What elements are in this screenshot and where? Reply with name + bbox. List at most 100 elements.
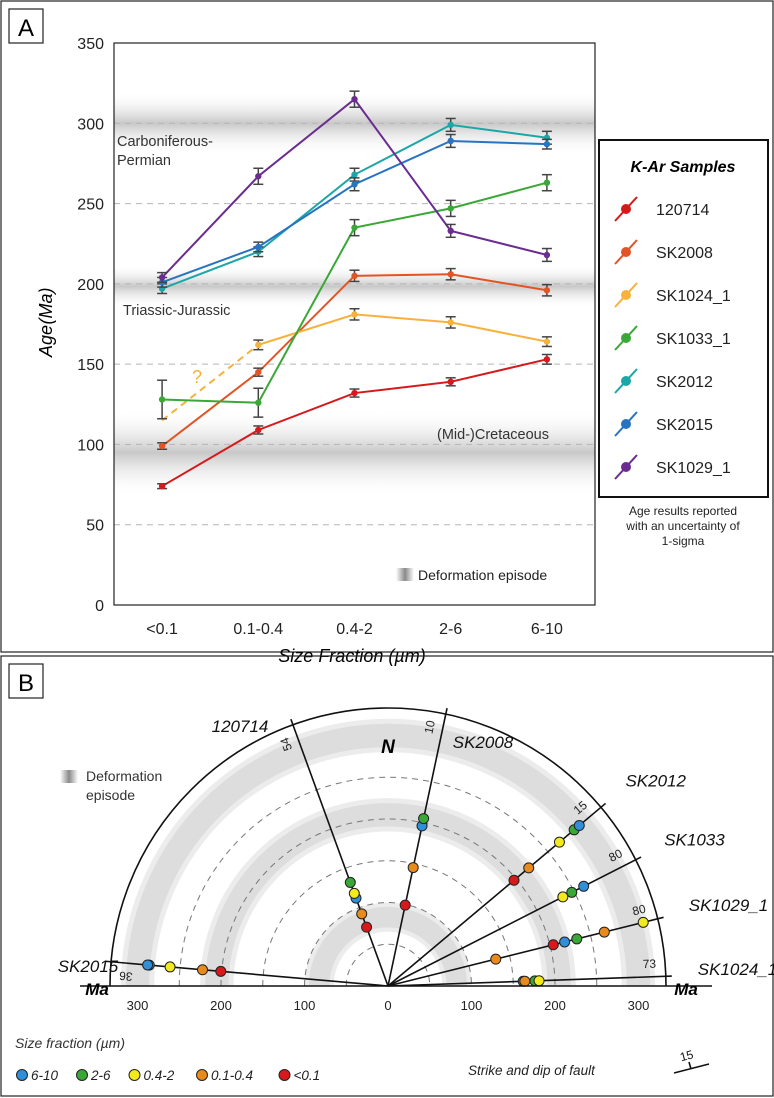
y-tick-label-50: 50 — [86, 518, 104, 535]
data-point-sk1029-1 — [543, 251, 551, 259]
polar-point-sk1033 — [557, 891, 569, 903]
polar-line-label-sk1029-1: SK1029_1 — [689, 896, 768, 915]
polar-line-label-sk2012: SK2012 — [625, 772, 686, 791]
y-tick-label-200: 200 — [77, 277, 104, 294]
strike-dip-tick — [688, 1061, 692, 1070]
polar-point-sk2015 — [197, 964, 209, 976]
data-point-sk1029-1 — [158, 274, 166, 281]
polar-line-group-sk1033: 80 SK1033 — [387, 830, 725, 987]
y-tick-label-150: 150 — [77, 357, 104, 374]
polar-line-group-120714: 54 120714 — [212, 717, 389, 987]
polar-gridline-50 — [345, 943, 431, 987]
series-sk1024-1 — [161, 307, 552, 422]
data-point-sk2012 — [351, 171, 358, 178]
polar-point-sk1024-1 — [519, 975, 531, 987]
y-axis-title-unit: (Ma) — [36, 288, 56, 325]
y-tick-label-350: 350 — [77, 36, 104, 53]
data-point-sk1024-1 — [543, 338, 551, 345]
panel-b-label-box — [8, 663, 44, 699]
y-axis-ticks-a: 0 50 100 150 200 250 300 350 — [77, 36, 104, 615]
polar-point-120714 — [344, 876, 356, 888]
deformation-band-swatch-b — [60, 770, 78, 783]
polar-line-group-sk1024-1: 73 SK1024_1 — [387, 957, 774, 987]
x-tick-label-3: 2-6 — [439, 621, 462, 638]
legend-label-sk2008: SK2008 — [656, 245, 713, 262]
polar-point-sk2008 — [418, 813, 430, 825]
panel-b: B Deformation episode 54 120714 10 SK2008 15… — [0, 655, 774, 1097]
data-point-sk1024-1 — [255, 341, 262, 349]
polar-strike-dip-sk2015: 36 — [118, 969, 133, 984]
grid-a — [114, 122, 595, 526]
polar-point-sk2012 — [573, 820, 585, 832]
y-tick-label-250: 250 — [77, 197, 104, 214]
legend-label-sk1029-1: SK1029_1 — [656, 460, 731, 477]
strike-dip-legend-value: 15 — [678, 1047, 695, 1064]
x-tick-label-0: <0.1 — [146, 621, 178, 638]
polar-point-sk2012 — [553, 836, 565, 848]
polar-line-120714 — [290, 718, 389, 987]
region-label-permian: Permian — [117, 153, 171, 169]
data-point-sk2015 — [543, 140, 551, 148]
legend-label-sk2012: SK2012 — [656, 374, 713, 391]
polar-tick-left-300: 300 — [127, 998, 149, 1013]
polar-point-sk1033 — [566, 886, 578, 898]
data-point-sk1029-1 — [351, 96, 358, 103]
polar-band-core-1 — [205, 803, 571, 987]
legend-marker-sk2015 — [621, 419, 631, 429]
data-point-sk2015 — [447, 137, 454, 145]
legend-marker-sk1024-1 — [621, 290, 631, 300]
legend-marker-120714 — [621, 204, 631, 214]
polar-line-label-sk2015: SK2015 — [58, 957, 119, 976]
polar-line-label-120714: 120714 — [212, 717, 269, 736]
size-fraction-label-6-10: 6-10 — [31, 1068, 59, 1083]
x-tick-label-4: 6-10 — [531, 621, 563, 638]
data-point-120714 — [255, 426, 262, 434]
legend-note-line-3: 1-sigma — [662, 534, 705, 548]
polar-point-sk1029-1 — [637, 916, 649, 928]
polar-strike-dip-120714: 54 — [277, 735, 295, 753]
polar-point-sk2008 — [407, 862, 419, 874]
legend-box-a — [598, 139, 769, 498]
data-point-sk1033-1 — [351, 224, 358, 231]
data-point-sk2008 — [255, 368, 262, 376]
legend-marker-sk1033-1 — [621, 333, 631, 343]
polar-band-halo-0 — [304, 902, 472, 987]
series-sk1029-1 — [157, 90, 552, 284]
polar-line-sk2008 — [387, 708, 448, 987]
data-point-120714 — [351, 389, 358, 397]
polar-band-halo-2 — [120, 718, 656, 987]
polar-line-label-sk1033: SK1033 — [664, 830, 725, 849]
y-axis-title-main: Age — [36, 325, 56, 358]
series-line-sk1024-1 — [257, 313, 548, 346]
size-fraction-label--0-1: <0.1 — [294, 1068, 321, 1083]
polar-point-sk1024-1 — [533, 975, 545, 987]
data-point-sk2008 — [158, 442, 166, 450]
region-label-triassic-jurassic: Triassic-Jurassic — [123, 303, 230, 319]
deformation-band-label-b-2: episode — [86, 787, 135, 803]
legend-marker-sk1029-1 — [621, 462, 631, 472]
size-fraction-marker-0-4-2 — [128, 1069, 141, 1081]
legend-label-sk2015: SK2015 — [656, 417, 713, 434]
region-label-cretaceous: (Mid-)Cretaceous — [437, 427, 549, 443]
polar-strike-dip-sk1033: 80 — [606, 846, 625, 865]
data-point-sk2008 — [543, 287, 551, 294]
polar-point-sk1029-1 — [547, 939, 559, 951]
polar-band-halo-1 — [200, 798, 576, 987]
polar-line-sk1033 — [387, 856, 642, 987]
polar-point-sk2012 — [508, 874, 520, 886]
data-point-120714 — [158, 482, 166, 490]
x-tick-label-2: 0.4-2 — [336, 621, 373, 638]
polar-point-sk2015 — [142, 959, 154, 971]
polar-tick-left-0: 0 — [384, 998, 391, 1013]
polar-tick-left-200: 200 — [210, 998, 232, 1013]
plot-frame-a — [113, 42, 596, 606]
legend-note-line-1: Age results reported — [629, 504, 737, 518]
series-sk2015 — [157, 133, 552, 288]
legend-label-sk1033-1: SK1033_1 — [656, 331, 731, 348]
size-fraction-legend-title: Size fraction (µm) — [15, 1035, 125, 1051]
legend-marker-sk2012 — [621, 376, 631, 386]
panel-a-label: A — [18, 15, 34, 42]
polar-line-group-sk2008: 10 SK2008 — [387, 708, 514, 987]
polar-line-label-sk1024-1: SK1024_1 — [698, 960, 774, 979]
